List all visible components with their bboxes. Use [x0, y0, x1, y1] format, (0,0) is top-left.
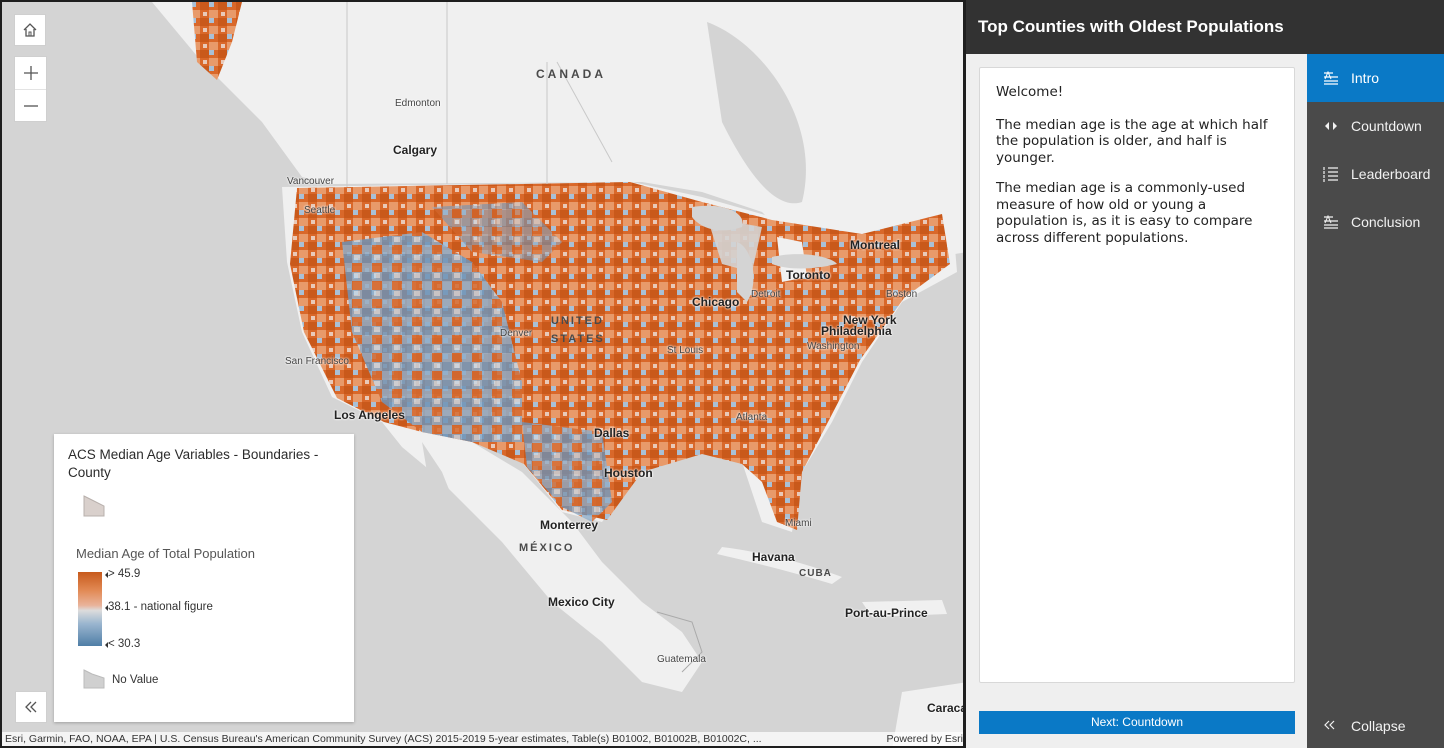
nav-item-label: Leaderboard: [1351, 166, 1431, 182]
label-toronto: Toronto: [786, 268, 831, 282]
minus-icon: [23, 104, 38, 107]
legend-stop-high: > 45.9: [104, 568, 141, 580]
label-chicago: Chicago: [692, 295, 740, 309]
text-lines-icon: [1323, 215, 1339, 229]
nav-item-label: Conclusion: [1351, 214, 1421, 230]
label-philadelphia: Philadelphia: [821, 324, 892, 338]
legend-no-value-swatch: [83, 669, 105, 689]
powered-by-esri-link[interactable]: Powered by Esri: [886, 733, 963, 745]
label-denver: Denver: [500, 328, 533, 339]
label-dallas: Dallas: [594, 426, 630, 440]
nav-item-label: Countdown: [1351, 118, 1422, 134]
label-states: STATES: [551, 333, 605, 345]
label-atlanta: Atlanta: [736, 412, 768, 423]
legend-color-ramp: [78, 572, 102, 646]
alaska-panhandle: [192, 2, 242, 80]
nav-item-intro[interactable]: Intro: [1307, 54, 1444, 102]
label-canada: CANADA: [536, 67, 606, 81]
label-guatemala: Guatemala: [657, 654, 706, 665]
double-chevron-left-icon: [25, 701, 37, 713]
attribution-text: Esri, Garmin, FAO, NOAA, EPA | U.S. Cens…: [5, 733, 762, 745]
map-view[interactable]: CANADA Edmonton Calgary Vancouver Seattl…: [0, 0, 966, 748]
label-st-louis: St Louis: [667, 345, 704, 356]
label-edmonton: Edmonton: [395, 98, 441, 109]
legend-stop-low: < 30.3: [104, 638, 141, 650]
content-area: Welcome! The median age is the age at wh…: [966, 54, 1307, 748]
basemap: [152, 2, 963, 746]
welcome-text: Welcome!: [996, 84, 1064, 100]
label-miami: Miami: [785, 518, 812, 529]
collapse-label: Collapse: [1351, 718, 1406, 734]
label-havana: Havana: [752, 550, 795, 564]
app-title: Top Counties with Oldest Populations: [978, 17, 1284, 36]
label-new-york: New York: [843, 313, 897, 327]
plus-icon: [23, 66, 38, 80]
label-houston: Houston: [604, 466, 653, 480]
label-montreal: Montreal: [850, 238, 901, 252]
map-attribution[interactable]: Esri, Garmin, FAO, NOAA, EPA | U.S. Cens…: [2, 732, 963, 746]
nav-item-label: Intro: [1351, 70, 1380, 86]
paragraph-1: The median age is the age at which half …: [996, 116, 1268, 166]
legend-subtitle: Median Age of Total Population: [76, 546, 256, 561]
label-san-francisco: San Francisco: [285, 356, 349, 367]
next-countdown-button[interactable]: Next: Countdown: [979, 711, 1295, 734]
label-seattle: Seattle: [304, 205, 336, 216]
intro-card: Welcome! The median age is the age at wh…: [979, 67, 1295, 683]
cuba-land: [717, 547, 842, 584]
label-caracas: Caraca: [927, 701, 966, 715]
collapse-button[interactable]: Collapse: [1307, 704, 1444, 748]
label-los-angeles: Los Angeles: [334, 408, 405, 422]
label-mexico-city: Mexico City: [548, 595, 615, 609]
app-header: Top Counties with Oldest Populations: [966, 0, 1444, 54]
nav-item-leaderboard[interactable]: Leaderboard: [1307, 150, 1444, 198]
label-boston: Boston: [886, 289, 918, 300]
nav-item-conclusion[interactable]: Conclusion: [1307, 198, 1444, 246]
legend-boundary-swatch: [83, 495, 105, 517]
label-detroit: Detroit: [751, 289, 781, 300]
map-legend: ACS Median Age Variables - Boundaries - …: [54, 434, 354, 722]
expand-panel-button[interactable]: [15, 691, 47, 723]
zoom-in-button[interactable]: [15, 57, 46, 89]
numbered-list-icon: [1323, 167, 1339, 182]
label-port-au-prince: Port-au-Prince: [845, 606, 928, 620]
label-united: UNITED: [551, 315, 604, 327]
mexico-land: [382, 422, 702, 692]
label-vancouver: Vancouver: [287, 176, 335, 187]
nav-item-countdown[interactable]: Countdown: [1307, 102, 1444, 150]
label-cuba: CUBA: [799, 568, 832, 579]
home-button[interactable]: [14, 14, 46, 46]
zoom-controls: [14, 56, 47, 122]
paragraph-2: The median age is a commonly-used measur…: [996, 180, 1253, 246]
section-nav: Intro Countdown Leaderboard Conclusion C…: [1307, 54, 1444, 748]
label-calgary: Calgary: [393, 143, 438, 157]
label-monterrey: Monterrey: [540, 518, 599, 532]
left-right-arrows-icon: [1323, 119, 1339, 133]
double-chevron-left-icon: [1323, 718, 1337, 734]
home-icon: [23, 23, 37, 37]
zoom-out-button[interactable]: [15, 89, 46, 121]
label-washington: Washington: [807, 341, 860, 352]
text-lines-icon: [1323, 71, 1339, 85]
legend-stop-mid: 38.1 - national figure: [105, 601, 213, 613]
label-mexico: MÉXICO: [519, 542, 575, 554]
legend-title: ACS Median Age Variables - Boundaries - …: [68, 447, 319, 480]
legend-no-value-label: No Value: [112, 674, 159, 686]
